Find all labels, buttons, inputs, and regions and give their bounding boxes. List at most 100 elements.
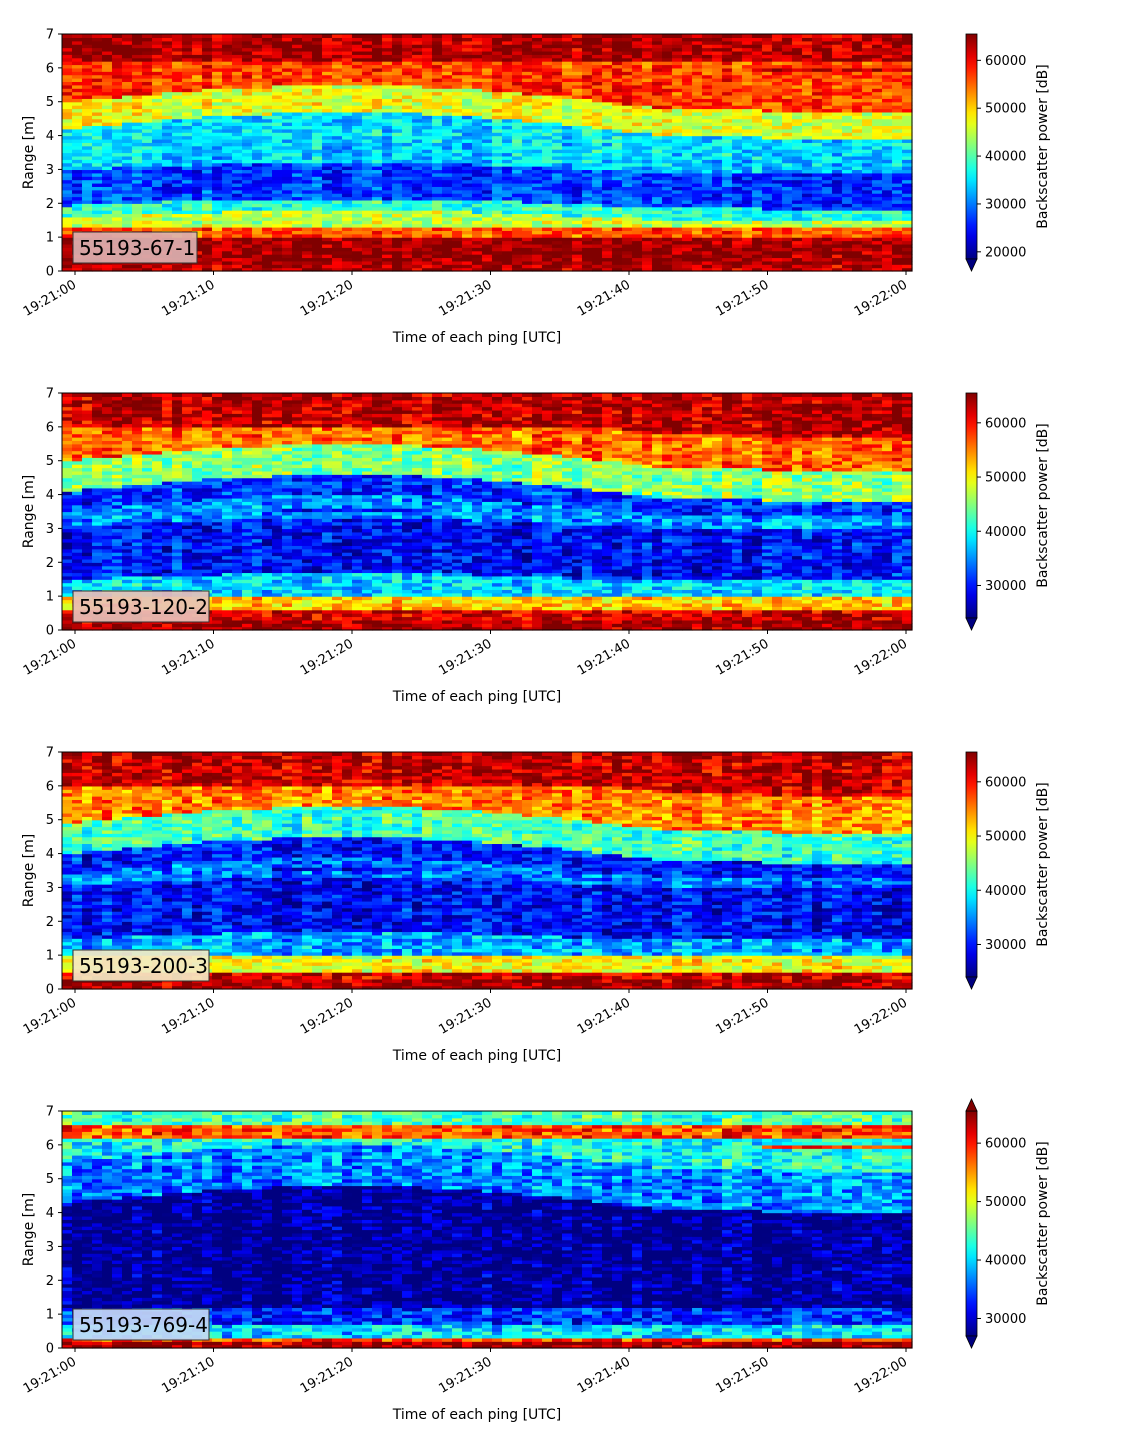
heatmap-cell: [72, 132, 83, 137]
heatmap-cell: [72, 71, 83, 76]
heatmap-cell: [62, 267, 73, 272]
heatmap-cell: [92, 210, 103, 215]
heatmap-cell: [72, 111, 83, 116]
heatmap-cell: [82, 122, 93, 127]
heatmap-cell: [82, 182, 93, 187]
heatmap-cell: [72, 186, 83, 191]
heatmap-cell: [372, 34, 383, 38]
heatmap-cell: [82, 142, 93, 147]
heatmap-cell: [332, 34, 343, 38]
heatmap-cell: [162, 34, 173, 38]
heatmap-cell: [82, 145, 93, 150]
heatmap-cell: [72, 166, 83, 171]
heatmap-cell: [82, 74, 93, 79]
heatmap-mesh: [62, 34, 913, 272]
heatmap-cell: [72, 61, 83, 66]
heatmap-cell: [472, 34, 483, 38]
heatmap-cell: [212, 34, 223, 38]
heatmap-cell: [742, 34, 753, 38]
heatmap-cell: [82, 267, 93, 272]
heatmap-cell: [72, 37, 83, 42]
heatmap-cell: [82, 179, 93, 184]
heatmap-cell: [72, 206, 83, 211]
heatmap-cell: [622, 34, 633, 38]
heatmap-cell: [152, 34, 163, 38]
heatmap-cell: [582, 34, 593, 38]
heatmap-cell: [82, 206, 93, 211]
heatmap-cell: [82, 223, 93, 228]
heatmap-cell: [72, 196, 83, 201]
heatmap-cell: [82, 226, 93, 231]
heatmap-cell: [592, 34, 603, 38]
heatmap-cell: [62, 64, 73, 69]
heatmap-cell: [552, 34, 563, 38]
heatmap-cell: [442, 34, 453, 38]
heatmap-cell: [82, 159, 93, 164]
heatmap-cell: [62, 216, 73, 221]
heatmap-cell: [62, 138, 73, 143]
heatmap-cell: [82, 91, 93, 96]
heatmap-cell: [62, 57, 73, 62]
heatmap-cell: [82, 199, 93, 204]
heatmap-cell: [482, 34, 493, 38]
heatmap-cell: [72, 149, 83, 154]
heatmap-cell: [62, 176, 73, 181]
heatmap-cell: [62, 254, 73, 259]
heatmap-cell: [682, 34, 693, 38]
heatmap-cell: [82, 64, 93, 69]
heatmap-cell: [182, 34, 193, 38]
heatmap-cell: [62, 135, 73, 140]
heatmap-cell: [72, 213, 83, 218]
heatmap-cell: [282, 34, 293, 38]
heatmap-cell: [72, 267, 83, 272]
heatmap-cell: [82, 115, 93, 120]
heatmap-cell: [72, 57, 83, 62]
heatmap-cell: [72, 84, 83, 89]
heatmap-cell: [72, 88, 83, 93]
heatmap-cell: [82, 67, 93, 72]
heatmap-cell: [82, 78, 93, 82]
heatmap-cell: [82, 216, 93, 221]
heatmap-cell: [672, 34, 683, 38]
heatmap-cell: [82, 128, 93, 133]
heatmap-cell: [62, 159, 73, 164]
heatmap-cell: [122, 34, 133, 38]
heatmap-cell: [72, 220, 83, 225]
heatmap-cell: [62, 98, 73, 103]
heatmap-cell: [82, 34, 93, 38]
heatmap-cell: [752, 34, 763, 38]
heatmap-cell: [722, 34, 733, 38]
heatmap-cell: [62, 220, 73, 225]
heatmap-cell: [62, 203, 73, 208]
heatmap-cell: [72, 108, 83, 113]
heatmap-cell: [72, 98, 83, 103]
heatmap-cell: [62, 111, 73, 116]
heatmap-cell: [62, 182, 73, 187]
heatmap-cell: [62, 166, 73, 171]
heatmap-cell: [72, 125, 83, 130]
heatmap-cell: [72, 179, 83, 184]
heatmap-cell: [82, 47, 93, 52]
heatmap-cell: [92, 264, 103, 269]
heatmap-cell: [662, 34, 673, 38]
heatmap-cell: [532, 34, 543, 38]
heatmap-cell: [492, 34, 503, 38]
heatmap-cell: [82, 196, 93, 201]
heatmap-cell: [72, 54, 83, 59]
heatmap-cell: [452, 34, 463, 38]
heatmap-cell: [82, 132, 93, 137]
heatmap-cell: [82, 54, 93, 59]
heatmap-cell: [62, 78, 73, 82]
heatmap-cell: [62, 105, 73, 110]
heatmap-cell: [62, 125, 73, 130]
heatmap-cell: [82, 111, 93, 116]
heatmap-cell: [72, 199, 83, 204]
heatmap-cell: [102, 34, 113, 38]
heatmap-cell: [72, 152, 83, 157]
heatmap-cell: [62, 230, 73, 235]
heatmap-cell: [762, 34, 773, 38]
heatmap-cell: [62, 226, 73, 231]
heatmap-cell: [62, 74, 73, 79]
heatmap-cell: [72, 40, 83, 45]
heatmap-cell: [72, 155, 83, 160]
